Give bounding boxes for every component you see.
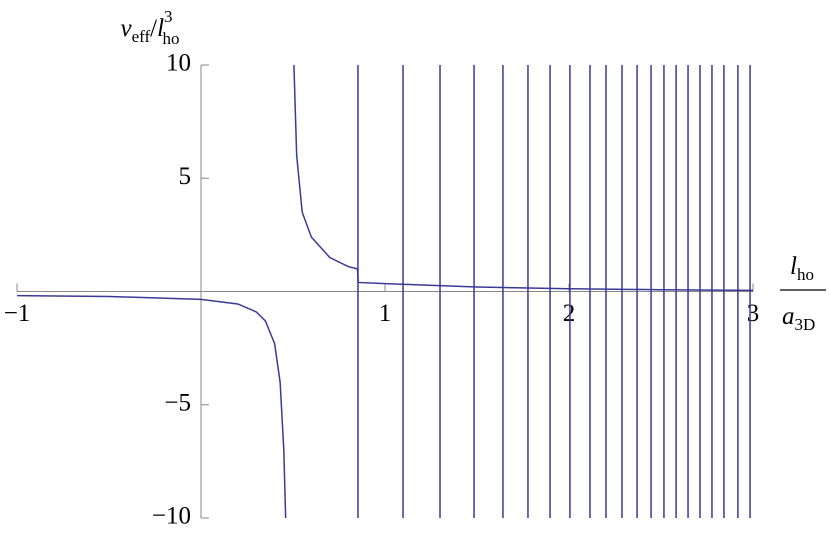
x-tick-label: 2 xyxy=(563,300,576,327)
y-tick-label: 5 xyxy=(179,163,192,190)
y-axis-label: veff/l3 ho xyxy=(120,7,179,48)
x-tick-label: 1 xyxy=(379,300,392,327)
x-label-num: lho xyxy=(790,253,814,284)
y-label-part: eff xyxy=(132,27,151,46)
y-label-part: v xyxy=(120,15,132,42)
x-label-den: a3D xyxy=(782,303,815,334)
y-label-part: l xyxy=(157,15,164,42)
x-label-part: l xyxy=(790,253,797,280)
x-label-part: ho xyxy=(797,265,814,284)
x-tick-label: −1 xyxy=(4,300,31,327)
y-label-part: ho xyxy=(163,29,180,48)
x-tick-label: 3 xyxy=(747,300,760,327)
y-tick-label: −10 xyxy=(152,503,191,530)
y-tick-label: −5 xyxy=(164,389,191,416)
y-label-part: / xyxy=(150,15,157,42)
data-line xyxy=(16,64,754,519)
y-tick-label: 10 xyxy=(166,50,191,77)
x-label-part: 3D xyxy=(795,315,816,334)
y-label-part: 3 xyxy=(164,7,173,26)
x-label-part: a xyxy=(782,303,795,330)
